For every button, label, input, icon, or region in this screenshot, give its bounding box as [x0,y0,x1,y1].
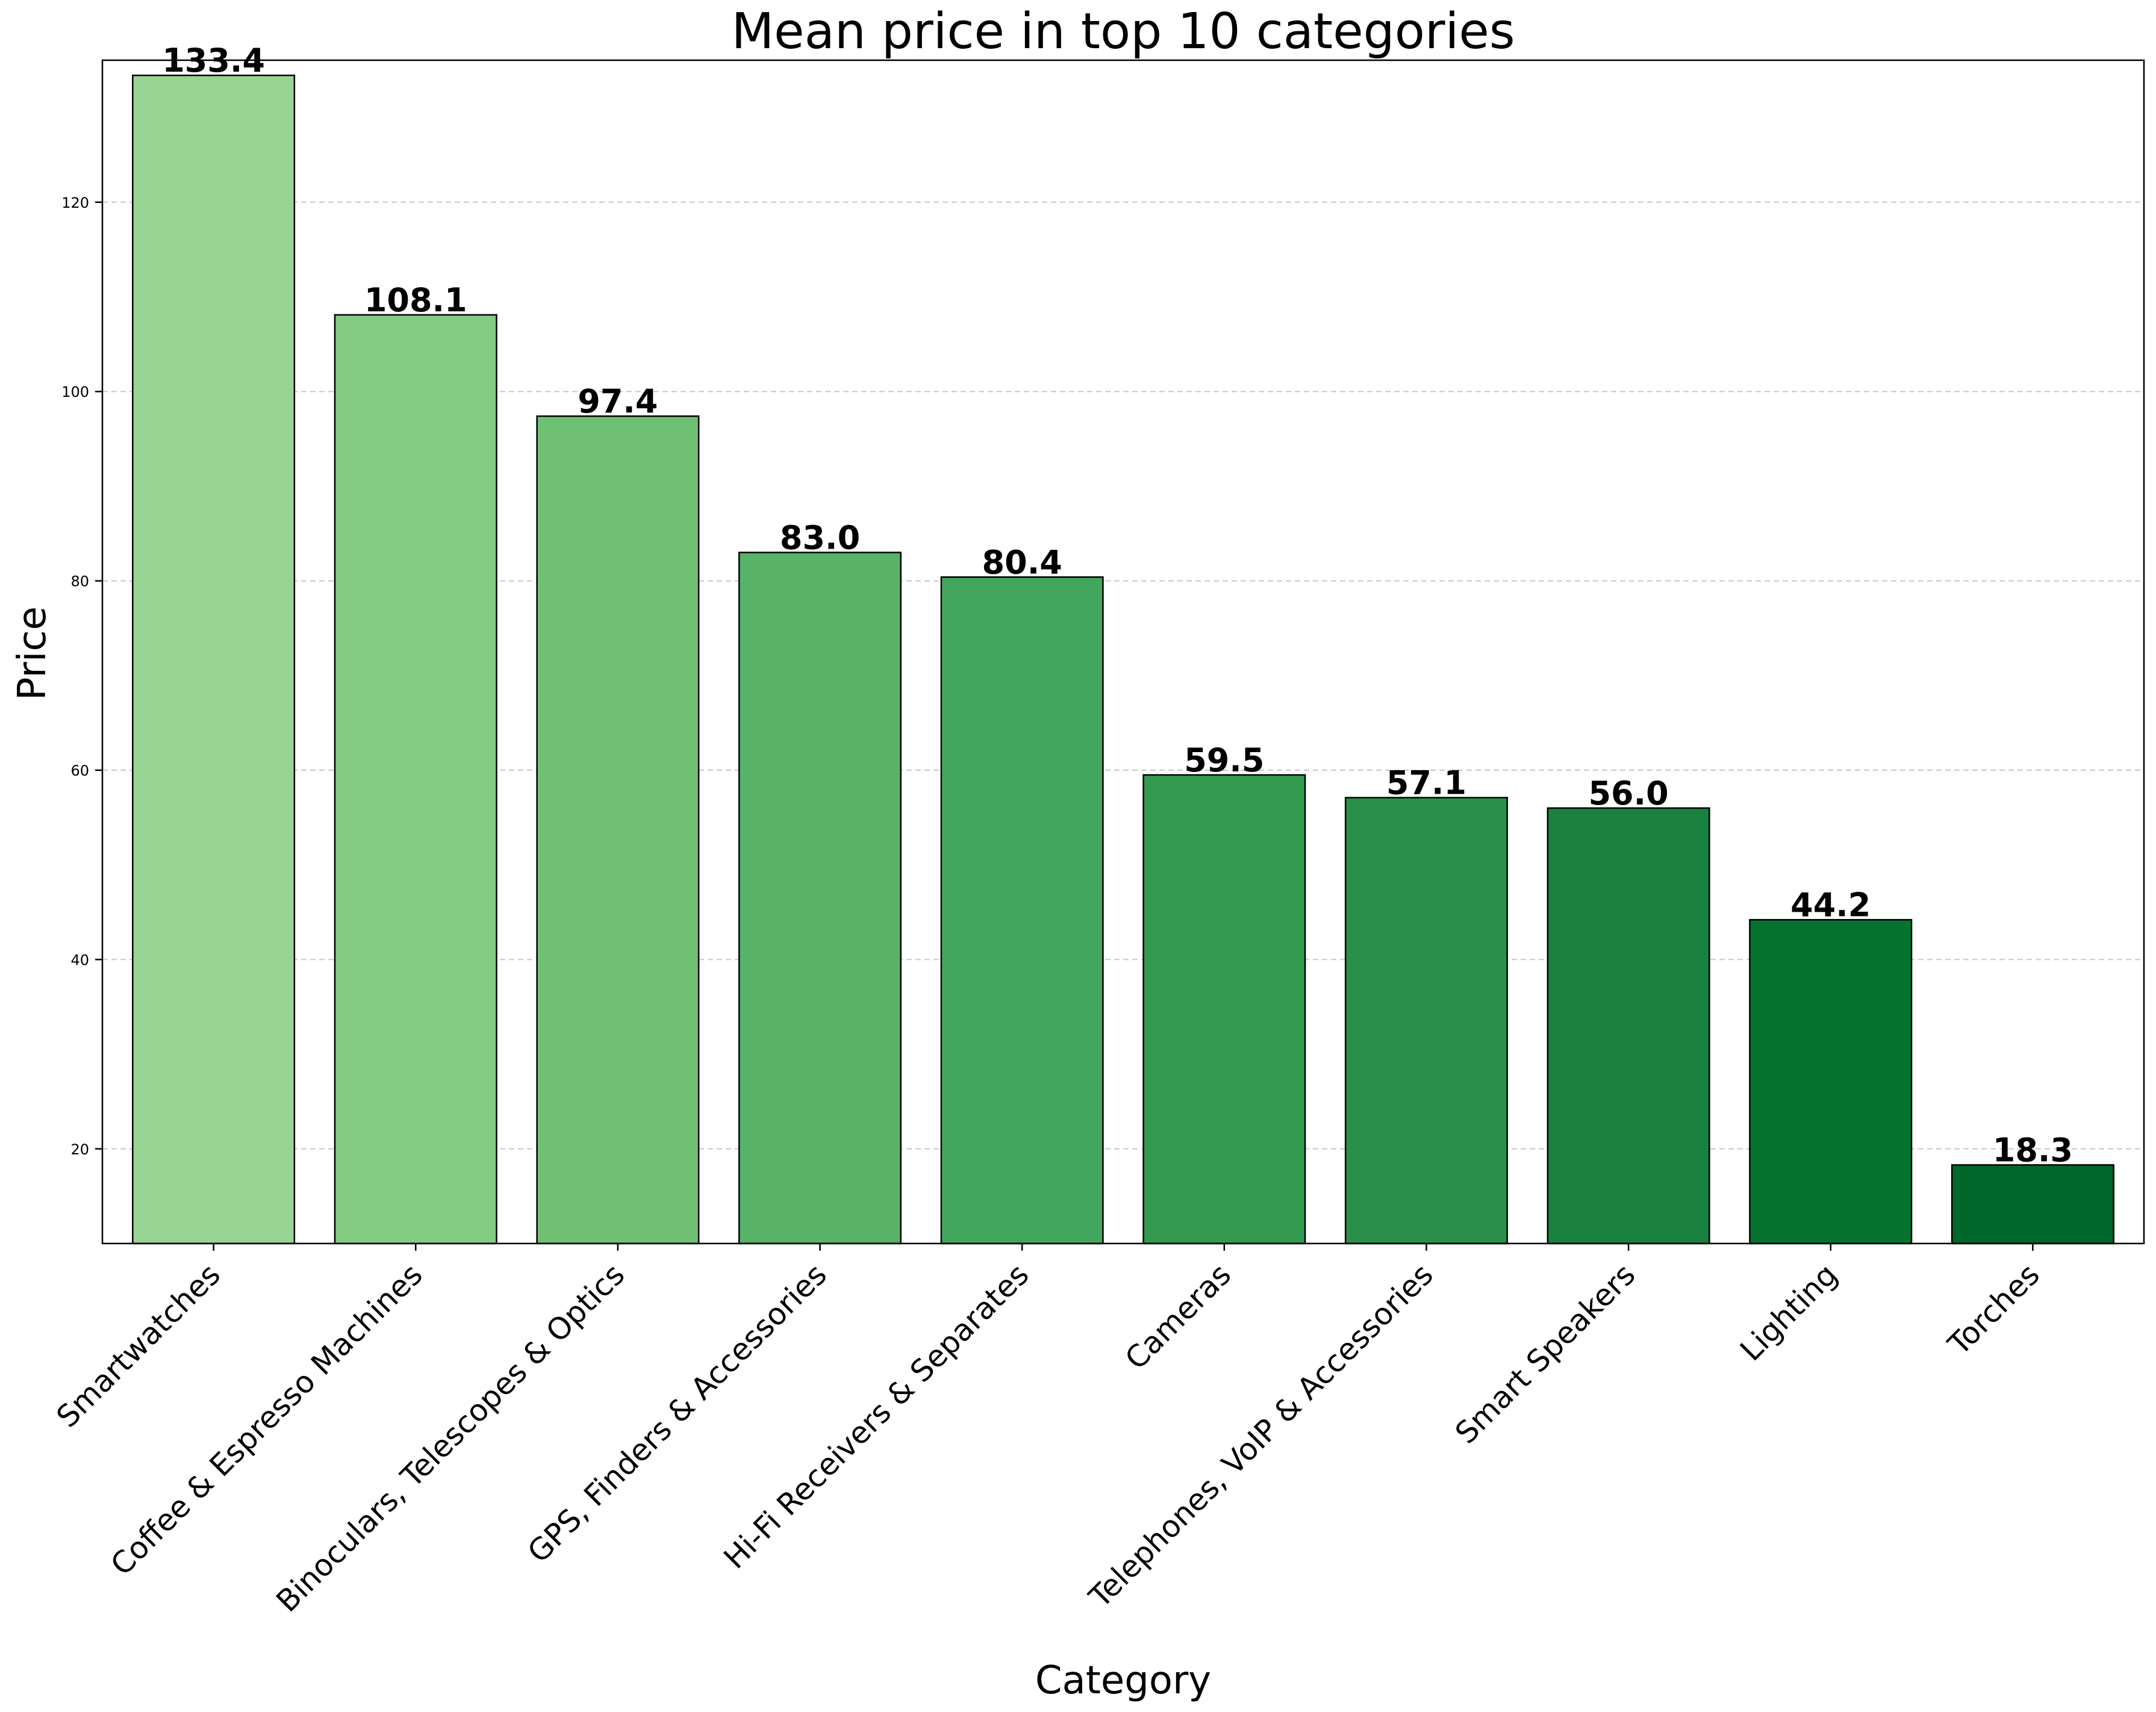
y-tick-label: 120 [61,195,89,211]
x-tick-label: Lighting [1733,1257,1844,1368]
y-tick-label: 20 [70,1141,89,1158]
y-tick-label: 60 [70,762,89,779]
x-tick-label: Binoculars, Telescopes & Optics [270,1257,632,1619]
bar-value-label: 133.4 [162,42,265,79]
bar-value-label: 80.4 [982,543,1062,581]
x-tick-label: Smartwatches [50,1257,227,1434]
chart-title: Mean price in top 10 categories [731,3,1515,60]
x-axis-label: Category [1035,1658,1211,1703]
bar-value-label: 59.5 [1184,741,1264,779]
x-tick-label: Coffee & Espresso Machines [104,1257,429,1582]
bar [536,415,700,1245]
bar [1547,807,1710,1245]
bar-value-label: 18.3 [1993,1131,2073,1169]
bar [1344,797,1508,1245]
bar [1142,774,1306,1245]
bar [940,576,1104,1245]
bar-value-label: 83.0 [780,518,860,556]
y-axis-ticks: 20 40 60 80 100 120 [61,195,102,1158]
bar-value-label: 108.1 [364,281,467,319]
value-labels: 133.4 108.1 97.4 83.0 80.4 59.5 57.1 56.0 44.2 18… [162,42,2073,1169]
x-tick-label: Torches [1941,1257,2046,1362]
bar-value-label: 56.0 [1588,774,1668,812]
y-tick-label: 80 [70,573,89,590]
bar [738,552,902,1245]
bar-value-label: 57.1 [1386,764,1466,802]
bar [132,74,296,1245]
bar-value-label: 44.2 [1790,886,1871,924]
bars [132,74,2114,1245]
bar [1951,1164,2114,1245]
y-axis-label: Price [10,606,55,700]
plot-area-frame [101,59,2145,1245]
bar [334,314,497,1245]
x-tick-label: Smart Speakers [1448,1257,1642,1450]
y-tick-label: 40 [70,951,89,968]
x-tick-label: Cameras [1118,1257,1238,1376]
x-tick-label: Telephones, VoIP & Accessories [1082,1257,1440,1614]
bar [1749,919,1913,1245]
bar-value-label: 97.4 [578,382,658,420]
y-tick-label: 100 [61,384,89,400]
